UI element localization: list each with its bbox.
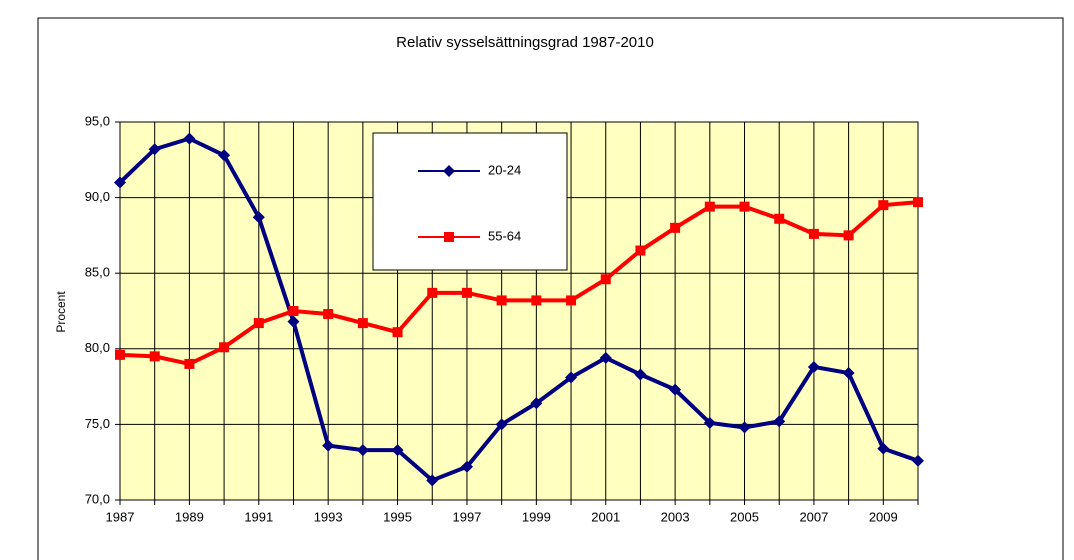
x-tick-label: 2001 — [591, 509, 620, 524]
data-point — [427, 287, 438, 298]
y-tick-label: 70,0 — [85, 491, 110, 506]
data-point — [599, 351, 612, 364]
data-point — [253, 318, 264, 329]
data-point — [148, 143, 161, 156]
data-point — [426, 474, 439, 487]
data-point — [878, 200, 889, 211]
y-tick-label: 75,0 — [85, 416, 110, 431]
data-point — [114, 176, 126, 189]
data-point — [807, 360, 820, 373]
data-point — [149, 351, 160, 362]
data-point — [184, 358, 195, 369]
x-tick-label: 1993 — [314, 509, 343, 524]
data-point — [252, 211, 265, 224]
data-point — [565, 371, 578, 384]
data-point — [703, 416, 716, 429]
data-point — [218, 149, 231, 162]
data-point — [356, 444, 369, 457]
data-point — [877, 442, 890, 455]
legend-label: 20-24 — [488, 162, 521, 177]
data-point — [460, 460, 473, 473]
data-point — [323, 309, 334, 320]
data-point — [566, 295, 577, 306]
data-point — [115, 349, 125, 360]
data-point — [496, 295, 507, 306]
x-tick-label: 2009 — [869, 509, 898, 524]
x-tick-label: 1995 — [383, 509, 412, 524]
legend-marker — [444, 232, 454, 242]
y-axis-label: Procent — [54, 291, 68, 333]
series-line — [118, 136, 919, 483]
legend-label: 55-64 — [488, 228, 521, 243]
data-point — [843, 230, 854, 241]
legend-marker — [443, 165, 455, 177]
data-point — [531, 295, 542, 306]
data-point — [739, 201, 750, 212]
data-point — [913, 197, 923, 208]
x-tick-label: 2003 — [661, 509, 690, 524]
data-point — [287, 315, 300, 328]
x-tick-label: 1999 — [522, 509, 551, 524]
data-point — [357, 318, 368, 329]
data-point — [392, 327, 403, 338]
y-tick-label: 90,0 — [85, 189, 110, 204]
data-point — [322, 439, 335, 452]
data-point — [774, 213, 785, 224]
data-point — [704, 201, 715, 212]
data-point — [461, 287, 472, 298]
data-point — [495, 418, 508, 431]
x-tick-label: 1989 — [175, 509, 204, 524]
y-tick-label: 95,0 — [85, 113, 110, 128]
data-point — [773, 415, 786, 428]
x-tick-label: 2007 — [799, 509, 828, 524]
data-point — [391, 444, 404, 457]
data-point — [738, 421, 751, 434]
data-point — [183, 132, 196, 145]
series-line — [119, 200, 919, 367]
data-point — [808, 228, 819, 239]
data-point — [842, 366, 855, 379]
data-point — [600, 274, 611, 285]
data-point — [912, 454, 924, 467]
x-tick-label: 1997 — [452, 509, 481, 524]
data-point — [288, 306, 299, 316]
data-point — [634, 368, 647, 381]
chart-title: Relativ sysselsättningsgrad 1987-2010 — [396, 34, 654, 51]
data-point — [670, 222, 681, 233]
y-tick-label: 85,0 — [85, 265, 110, 280]
data-point — [530, 397, 543, 410]
legend-box — [372, 132, 568, 271]
y-tick-label: 80,0 — [85, 340, 110, 355]
data-point — [635, 245, 646, 256]
data-point — [219, 342, 230, 353]
x-tick-label: 1991 — [244, 509, 273, 524]
data-point — [669, 383, 682, 396]
x-tick-label: 1987 — [106, 509, 135, 524]
x-tick-label: 2005 — [730, 509, 759, 524]
